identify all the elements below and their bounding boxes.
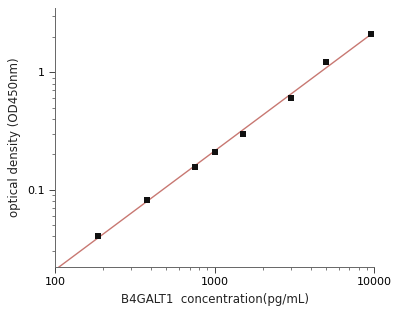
Point	[143, 197, 150, 202]
Point	[192, 165, 198, 170]
Point	[95, 234, 102, 239]
Point	[240, 131, 246, 136]
Point	[323, 60, 329, 65]
X-axis label: B4GALT1  concentration(pg/mL): B4GALT1 concentration(pg/mL)	[120, 293, 308, 306]
Point	[288, 96, 294, 101]
Point	[211, 149, 218, 154]
Y-axis label: optical density (OD450nm): optical density (OD450nm)	[8, 58, 21, 217]
Point	[368, 32, 374, 37]
